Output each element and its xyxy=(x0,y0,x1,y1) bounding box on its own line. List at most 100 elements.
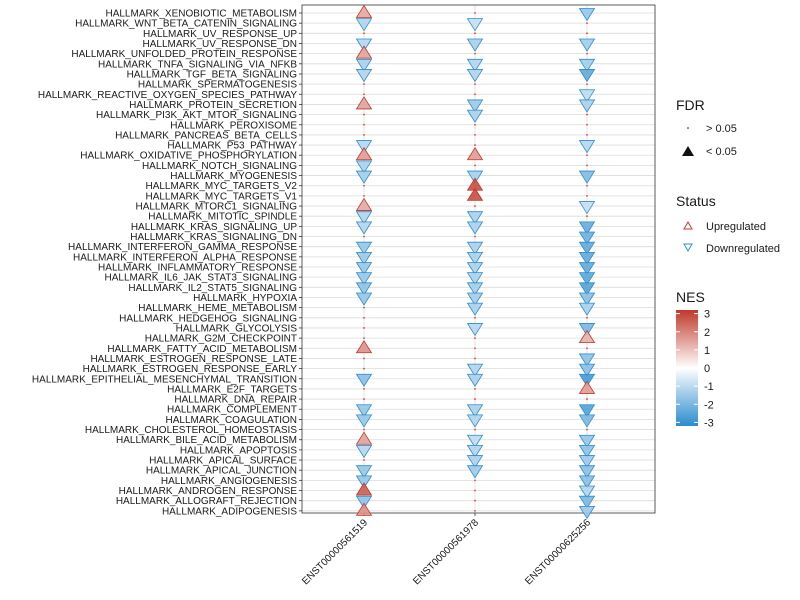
triangle-down-marker xyxy=(466,373,484,388)
triangle-down-marker xyxy=(466,404,484,418)
dot-nonsignificant xyxy=(586,215,588,218)
triangle-down-marker xyxy=(355,495,373,509)
triangle-down-marker xyxy=(578,8,596,22)
dot-nonsignificant xyxy=(474,144,476,146)
triangle-down-marker xyxy=(466,434,484,448)
triangle-down-marker xyxy=(466,465,484,479)
dot-nonsignificant xyxy=(363,316,365,319)
dot-nonsignificant xyxy=(474,509,476,512)
dot-nonsignificant xyxy=(363,93,365,96)
y-tick-label: HALLMARK_KRAS_SIGNALING_DN xyxy=(130,232,297,243)
y-tick-label: HALLMARK_P53_PATHWAY xyxy=(167,141,297,152)
y-tick-label: HALLMARK_OXIDATIVE_PHOSPHORYLATION xyxy=(80,151,297,162)
x-tick-label: ENST00000561978 xyxy=(411,517,481,587)
triangle-up-marker xyxy=(355,502,373,516)
triangle-up-marker xyxy=(355,340,373,354)
y-tick-label: HALLMARK_DNA_REPAIR xyxy=(174,395,297,406)
legend-fdr-small-marker xyxy=(687,127,689,129)
colorbar-tick-label: -1 xyxy=(704,381,714,393)
y-tick-label: HALLMARK_UV_RESPONSE_UP xyxy=(143,29,297,40)
triangle-up-marker xyxy=(578,380,596,394)
legend-status-title: Status xyxy=(676,193,716,209)
triangle-down-marker xyxy=(578,363,596,377)
triangle-up-marker xyxy=(355,96,373,110)
y-tick-label: HALLMARK_G2M_CHECKPOINT xyxy=(145,334,297,345)
y-tick-label: HALLMARK_MYC_TARGETS_V1 xyxy=(145,191,297,202)
triangle-down-marker xyxy=(578,69,596,83)
dot-nonsignificant xyxy=(363,235,365,238)
triangle-down-marker xyxy=(466,211,484,225)
y-tick-label: HALLMARK_IL2_STAT5_SIGNALING xyxy=(128,283,297,294)
triangle-down-marker xyxy=(355,282,373,296)
legend-fdr-item-lt: < 0.05 xyxy=(706,146,737,158)
dot-nonsignificant xyxy=(474,398,476,400)
triangle-down-marker xyxy=(578,465,596,479)
y-tick-label: HALLMARK_PI3K_AKT_MTOR_SIGNALING xyxy=(96,110,297,121)
triangle-down-marker xyxy=(355,292,373,306)
triangle-down-marker xyxy=(466,170,484,184)
triangle-down-marker xyxy=(466,38,484,52)
y-tick-label: HALLMARK_SPERMATOGENESIS xyxy=(138,80,297,91)
dot-nonsignificant xyxy=(586,347,588,350)
triangle-down-marker xyxy=(578,231,596,245)
triangle-down-marker xyxy=(578,373,596,388)
y-tick-label: HALLMARK_APICAL_SURFACE xyxy=(149,456,297,467)
dot-nonsignificant xyxy=(363,113,365,116)
triangle-down-marker xyxy=(578,262,596,276)
dot-nonsignificant xyxy=(363,32,365,35)
triangle-up-marker xyxy=(466,146,484,161)
dot-nonsignificant xyxy=(363,123,365,126)
triangle-down-marker xyxy=(355,211,373,225)
x-tick-label: ENST00000561519 xyxy=(300,517,370,587)
y-tick-label: HALLMARK_APICAL_JUNCTION xyxy=(146,466,297,477)
y-tick-label: HALLMARK_COAGULATION xyxy=(165,415,297,426)
dot-nonsignificant xyxy=(474,164,476,167)
legend: FDR > 0.05 < 0.05 Status Upregulated Dow… xyxy=(676,97,780,429)
triangle-down-marker xyxy=(578,495,596,509)
triangle-down-marker xyxy=(578,434,596,448)
dot-nonsignificant xyxy=(474,52,476,55)
triangle-down-marker xyxy=(355,262,373,276)
triangle-down-marker xyxy=(466,221,484,235)
nes-colorbar-ticks: 3 2 1 0 -1 -2 -3 xyxy=(676,309,714,429)
triangle-down-marker xyxy=(355,160,373,174)
legend-status-downregulated: Downregulated xyxy=(706,243,780,255)
triangle-down-marker xyxy=(355,58,373,73)
triangle-down-marker xyxy=(355,38,373,52)
triangle-down-marker xyxy=(355,251,373,266)
triangle-down-marker xyxy=(355,444,373,459)
dot-nonsignificant xyxy=(474,357,476,360)
legend-nes-title: NES xyxy=(676,289,705,305)
dot-nonsignificant xyxy=(586,83,588,86)
data-marks xyxy=(355,4,596,520)
triangle-down-marker xyxy=(355,69,373,83)
dot-nonsignificant xyxy=(363,306,365,309)
dot-nonsignificant xyxy=(586,154,588,157)
triangle-down-marker xyxy=(578,221,596,235)
legend-fdr-title: FDR xyxy=(676,97,705,113)
colorbar-tick-label: 2 xyxy=(704,327,710,339)
triangle-down-marker xyxy=(355,140,373,154)
dot-nonsignificant xyxy=(474,479,476,482)
triangle-down-marker xyxy=(466,302,484,316)
triangle-down-marker xyxy=(355,221,373,235)
y-tick-label: HALLMARK_ESTROGEN_RESPONSE_EARLY xyxy=(83,364,298,375)
triangle-down-marker xyxy=(466,241,484,255)
triangle-down-marker xyxy=(466,323,484,337)
triangle-down-marker xyxy=(578,282,596,296)
dot-nonsignificant xyxy=(474,93,476,96)
x-axis-labels: ENST00000561519 ENST00000561978 ENST000006… xyxy=(300,513,593,587)
legend-fdr-item-gt: > 0.05 xyxy=(706,123,737,135)
triangle-down-marker xyxy=(355,475,373,489)
y-tick-label: HALLMARK_ALLOGRAFT_REJECTION xyxy=(116,496,297,507)
dot-nonsignificant xyxy=(586,164,588,167)
y-tick-label: HALLMARK_MITOTIC_SPINDLE xyxy=(148,212,297,223)
triangle-down-marker xyxy=(578,302,596,316)
y-tick-label: HALLMARK_REACTIVE_OXYGEN_SPECIES_PATHWAY xyxy=(38,90,297,101)
y-tick-label: HALLMARK_KRAS_SIGNALING_UP xyxy=(131,222,298,233)
dot-nonsignificant xyxy=(363,388,365,390)
dot-nonsignificant xyxy=(586,134,588,136)
y-tick-label: HALLMARK_IL6_JAK_STAT3_SIGNALING xyxy=(105,273,298,284)
legend-upregulated-marker xyxy=(683,220,693,230)
colorbar-tick-label: -2 xyxy=(704,399,714,411)
